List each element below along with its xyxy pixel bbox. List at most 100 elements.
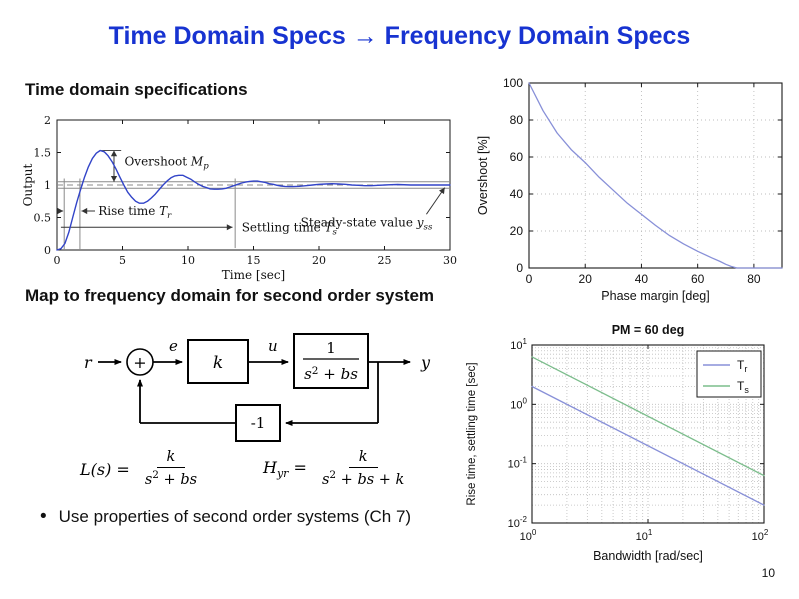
arrow-head bbox=[226, 224, 233, 231]
pow-base: 10 bbox=[636, 531, 648, 543]
y-tick-label: 100 bbox=[510, 396, 527, 411]
closed-lhs-sub: yr bbox=[276, 467, 289, 481]
series-line-Ts bbox=[531, 356, 765, 477]
legend-box bbox=[696, 350, 762, 398]
feedback-block bbox=[235, 404, 281, 442]
annot-pre: Steady-state value bbox=[301, 216, 417, 230]
output-signal-label: y bbox=[420, 353, 431, 372]
bullet-item: • Use properties of second order systems… bbox=[40, 506, 411, 528]
plant-den-rest: + bs bbox=[318, 365, 358, 383]
x-tick-label: 60 bbox=[691, 272, 705, 286]
y-tick-label: 0 bbox=[44, 244, 51, 257]
closed-den-sup: 2 bbox=[329, 469, 337, 482]
pow-base: 10 bbox=[508, 459, 520, 471]
plant-den-base: s bbox=[304, 365, 312, 383]
loop-eq-num: k bbox=[156, 449, 186, 469]
y-axis-label: Output bbox=[21, 164, 35, 207]
loop-transfer-equation: L(s) = k s2 + bs bbox=[80, 449, 203, 490]
annot-var: M bbox=[190, 155, 204, 169]
series-line-Tr bbox=[531, 385, 765, 506]
x-tick-label: 100 bbox=[520, 528, 537, 543]
legend-base: T bbox=[737, 379, 745, 393]
error-signal-label: e bbox=[169, 337, 178, 355]
pow-base: 10 bbox=[752, 531, 764, 543]
y-tick-label: 0.5 bbox=[34, 212, 52, 225]
y-tick-label: 60 bbox=[510, 150, 524, 164]
pow-exp: 2 bbox=[764, 528, 769, 537]
legend-label: Tr bbox=[737, 358, 747, 374]
input-signal-label: r bbox=[84, 353, 93, 372]
annot-pre: Overshoot bbox=[124, 155, 190, 169]
legend-sub: r bbox=[744, 364, 747, 374]
y-tick-label: 1 bbox=[44, 179, 51, 192]
y-tick-label: 10-2 bbox=[508, 515, 528, 530]
y-tick-label: 10-1 bbox=[508, 456, 528, 471]
x-axis-label: Bandwidth [rad/sec] bbox=[593, 549, 703, 563]
steady-state-label: Steady-state value yss bbox=[301, 216, 433, 233]
annot-var: T bbox=[325, 220, 334, 234]
step-response-curve bbox=[56, 149, 451, 251]
loop-den-rest: + bs bbox=[158, 472, 198, 489]
x-tick-label: 30 bbox=[443, 254, 457, 267]
pow-base: 10 bbox=[510, 399, 522, 411]
pow-exp: 0 bbox=[523, 396, 528, 405]
closed-eq-den: s2 + bs + k bbox=[316, 468, 410, 489]
plant-numerator: 1 bbox=[326, 339, 336, 357]
overshoot-pm-chart: 0 20 40 60 80 0 20 40 60 80 100 Phase margin [deg] O… bbox=[476, 76, 783, 303]
loop-den-base: s bbox=[144, 472, 153, 489]
x-tick-label: 5 bbox=[119, 254, 126, 267]
x-tick-label: 25 bbox=[378, 254, 392, 267]
closed-lhs-eq: = bbox=[288, 458, 307, 478]
x-tick-label: 102 bbox=[752, 528, 769, 543]
arrow-head bbox=[439, 187, 445, 195]
legend-label: Ts bbox=[737, 379, 749, 395]
plot-border bbox=[528, 82, 783, 269]
closed-lhs-base: H bbox=[263, 458, 277, 478]
x-tick-label: 0 bbox=[526, 272, 533, 286]
plant-denominator: s2 + bs bbox=[304, 365, 358, 383]
arrow-head bbox=[110, 176, 118, 182]
annot-var: T bbox=[159, 204, 168, 218]
x-tick-label: 101 bbox=[636, 528, 653, 543]
y-tick-label: 2 bbox=[44, 114, 51, 127]
heading-map-frequency: Map to frequency domain for second order… bbox=[25, 286, 435, 305]
pow-exp: 1 bbox=[523, 337, 528, 346]
closed-eq-num: k bbox=[348, 449, 378, 469]
legend-sub: s bbox=[744, 385, 749, 395]
y-tick-label: 20 bbox=[510, 224, 524, 238]
loop-eq-lhs: L(s) = bbox=[80, 459, 130, 479]
y-tick-label: 0 bbox=[516, 261, 523, 275]
annot-pre: Settling time bbox=[242, 220, 325, 234]
annot-var: y bbox=[416, 216, 424, 230]
bullet-icon: • bbox=[40, 506, 47, 527]
pow-base: 10 bbox=[508, 518, 520, 530]
y-tick-label: 100 bbox=[503, 76, 523, 90]
closed-eq-lhs: Hyr = bbox=[263, 458, 307, 480]
feedback-gain-label: -1 bbox=[251, 414, 266, 432]
x-tick-label: 40 bbox=[635, 272, 649, 286]
settling-time-label: Settling time Ts bbox=[242, 220, 338, 237]
y-axis-label: Overshoot [%] bbox=[476, 136, 490, 215]
y-axis-label: Rise time, settling time [sec] bbox=[466, 362, 478, 505]
annot-pre: Rise time bbox=[98, 204, 159, 218]
pow-base: 10 bbox=[520, 531, 532, 543]
closed-eq-fraction: k s2 + bs + k bbox=[316, 449, 410, 490]
y-tick-label: 101 bbox=[510, 337, 527, 352]
x-tick-label: 80 bbox=[747, 272, 761, 286]
chart-title: PM = 60 deg bbox=[612, 323, 685, 337]
annot-sub: r bbox=[167, 211, 172, 221]
y-tick-label: 40 bbox=[510, 187, 524, 201]
loop-eq-den: s2 + bs bbox=[139, 468, 203, 489]
page-number: 10 bbox=[761, 566, 775, 580]
annot-sub: ss bbox=[424, 223, 433, 233]
overshoot-curve bbox=[528, 82, 783, 269]
plant-block bbox=[293, 333, 369, 389]
x-axis-label: Time [sec] bbox=[222, 268, 285, 282]
control-signal-label: u bbox=[268, 337, 278, 355]
gain-label: k bbox=[213, 353, 223, 373]
pow-exp: 1 bbox=[648, 528, 653, 537]
pow-exp: -2 bbox=[520, 515, 528, 524]
x-tick-label: 20 bbox=[579, 272, 593, 286]
sum-plus-label: + bbox=[133, 353, 146, 372]
